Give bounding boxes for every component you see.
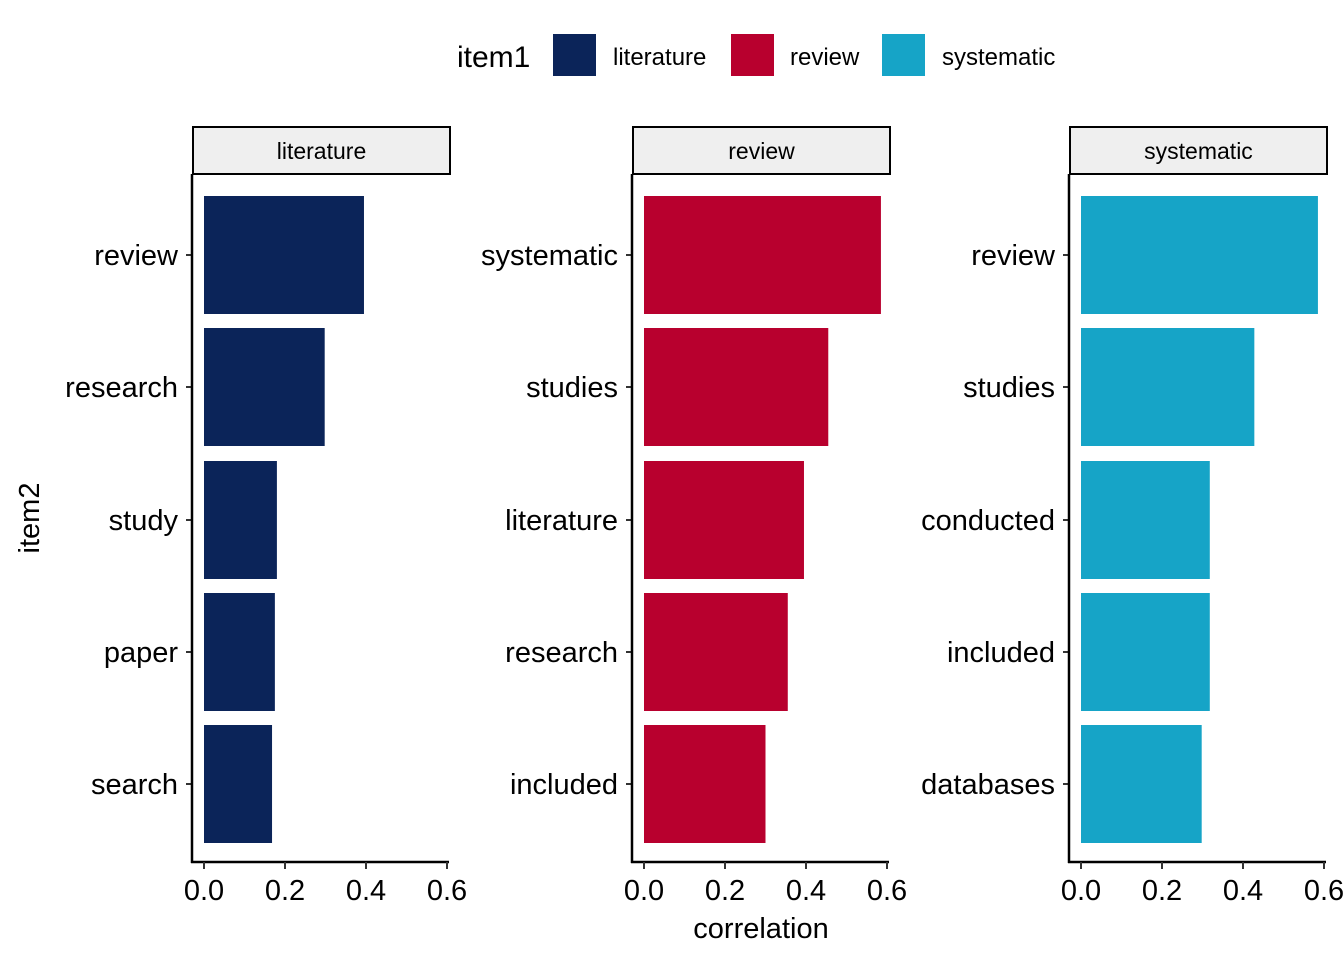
strip-systematic <box>1069 126 1328 175</box>
facet-panels: literature review research study paper search… <box>65 126 1344 907</box>
strip-label-literature: literature <box>277 138 366 164</box>
strip-review <box>632 126 891 175</box>
x-tick-label-review-0.4: 0.4 <box>786 875 826 907</box>
x-tick-label-review-0.0: 0.0 <box>624 875 664 907</box>
bar-review-research <box>644 593 788 711</box>
legend-key-literature <box>553 34 596 76</box>
bar-literature-research <box>204 328 325 446</box>
y-axis-title: item2 <box>14 483 46 554</box>
y-tick-label-literature-search: search <box>91 769 178 801</box>
x-axis-title: correlation <box>693 913 828 945</box>
legend: item1 literature review systematic <box>457 34 1055 76</box>
panel-literature: literature review research study paper search… <box>65 126 467 907</box>
y-tick-label-systematic-studies: studies <box>963 372 1055 404</box>
x-tick-label-systematic-0.0: 0.0 <box>1061 875 1101 907</box>
x-tick-label-literature-0.0: 0.0 <box>184 875 224 907</box>
bar-review-included <box>644 725 766 843</box>
x-tick-label-review-0.6: 0.6 <box>867 875 907 907</box>
legend-key-review <box>731 34 774 76</box>
bar-review-literature <box>644 461 804 579</box>
x-tick-label-systematic-0.2: 0.2 <box>1142 875 1182 907</box>
x-tick-label-literature-0.2: 0.2 <box>265 875 305 907</box>
y-tick-label-review-included: included <box>510 769 618 801</box>
bar-literature-review <box>204 196 364 314</box>
bar-systematic-review <box>1081 196 1318 314</box>
y-tick-label-review-literature: literature <box>505 505 618 537</box>
strip-literature <box>192 126 451 175</box>
bar-literature-paper <box>204 593 275 711</box>
panel-systematic: systematic review studies conducted included… <box>921 126 1344 907</box>
y-tick-label-literature-paper: paper <box>104 637 179 669</box>
y-tick-label-literature-review: review <box>94 240 179 272</box>
bar-literature-search <box>204 725 273 843</box>
bar-systematic-included <box>1081 593 1210 711</box>
legend-label-review: review <box>790 44 860 71</box>
panel-review: review systematic studies literature researc… <box>481 126 907 907</box>
y-tick-label-review-research: research <box>505 637 618 669</box>
legend-key-systematic <box>882 34 925 76</box>
y-tick-label-systematic-conducted: conducted <box>921 505 1055 537</box>
legend-label-literature: literature <box>613 44 706 71</box>
strip-label-review: review <box>728 138 795 164</box>
y-tick-label-systematic-included: included <box>947 637 1055 669</box>
bar-systematic-conducted <box>1081 461 1210 579</box>
x-tick-label-review-0.2: 0.2 <box>705 875 745 907</box>
legend-label-systematic: systematic <box>942 44 1055 71</box>
y-tick-label-systematic-review: review <box>971 240 1056 272</box>
y-tick-label-systematic-databases: databases <box>921 769 1055 801</box>
y-tick-label-review-systematic: systematic <box>481 240 618 272</box>
x-tick-label-systematic-0.6: 0.6 <box>1304 875 1344 907</box>
bar-systematic-studies <box>1081 328 1255 446</box>
strip-label-systematic: systematic <box>1144 138 1253 164</box>
bar-review-systematic <box>644 196 881 314</box>
x-tick-label-systematic-0.4: 0.4 <box>1223 875 1263 907</box>
legend-title: item1 <box>457 41 530 74</box>
x-tick-label-literature-0.6: 0.6 <box>427 875 467 907</box>
bar-literature-study <box>204 461 277 579</box>
bar-review-studies <box>644 328 829 446</box>
y-tick-label-literature-research: research <box>65 372 178 404</box>
y-tick-label-review-studies: studies <box>526 372 618 404</box>
y-tick-label-literature-study: study <box>109 505 179 537</box>
x-tick-label-literature-0.4: 0.4 <box>346 875 386 907</box>
bar-systematic-databases <box>1081 725 1202 843</box>
